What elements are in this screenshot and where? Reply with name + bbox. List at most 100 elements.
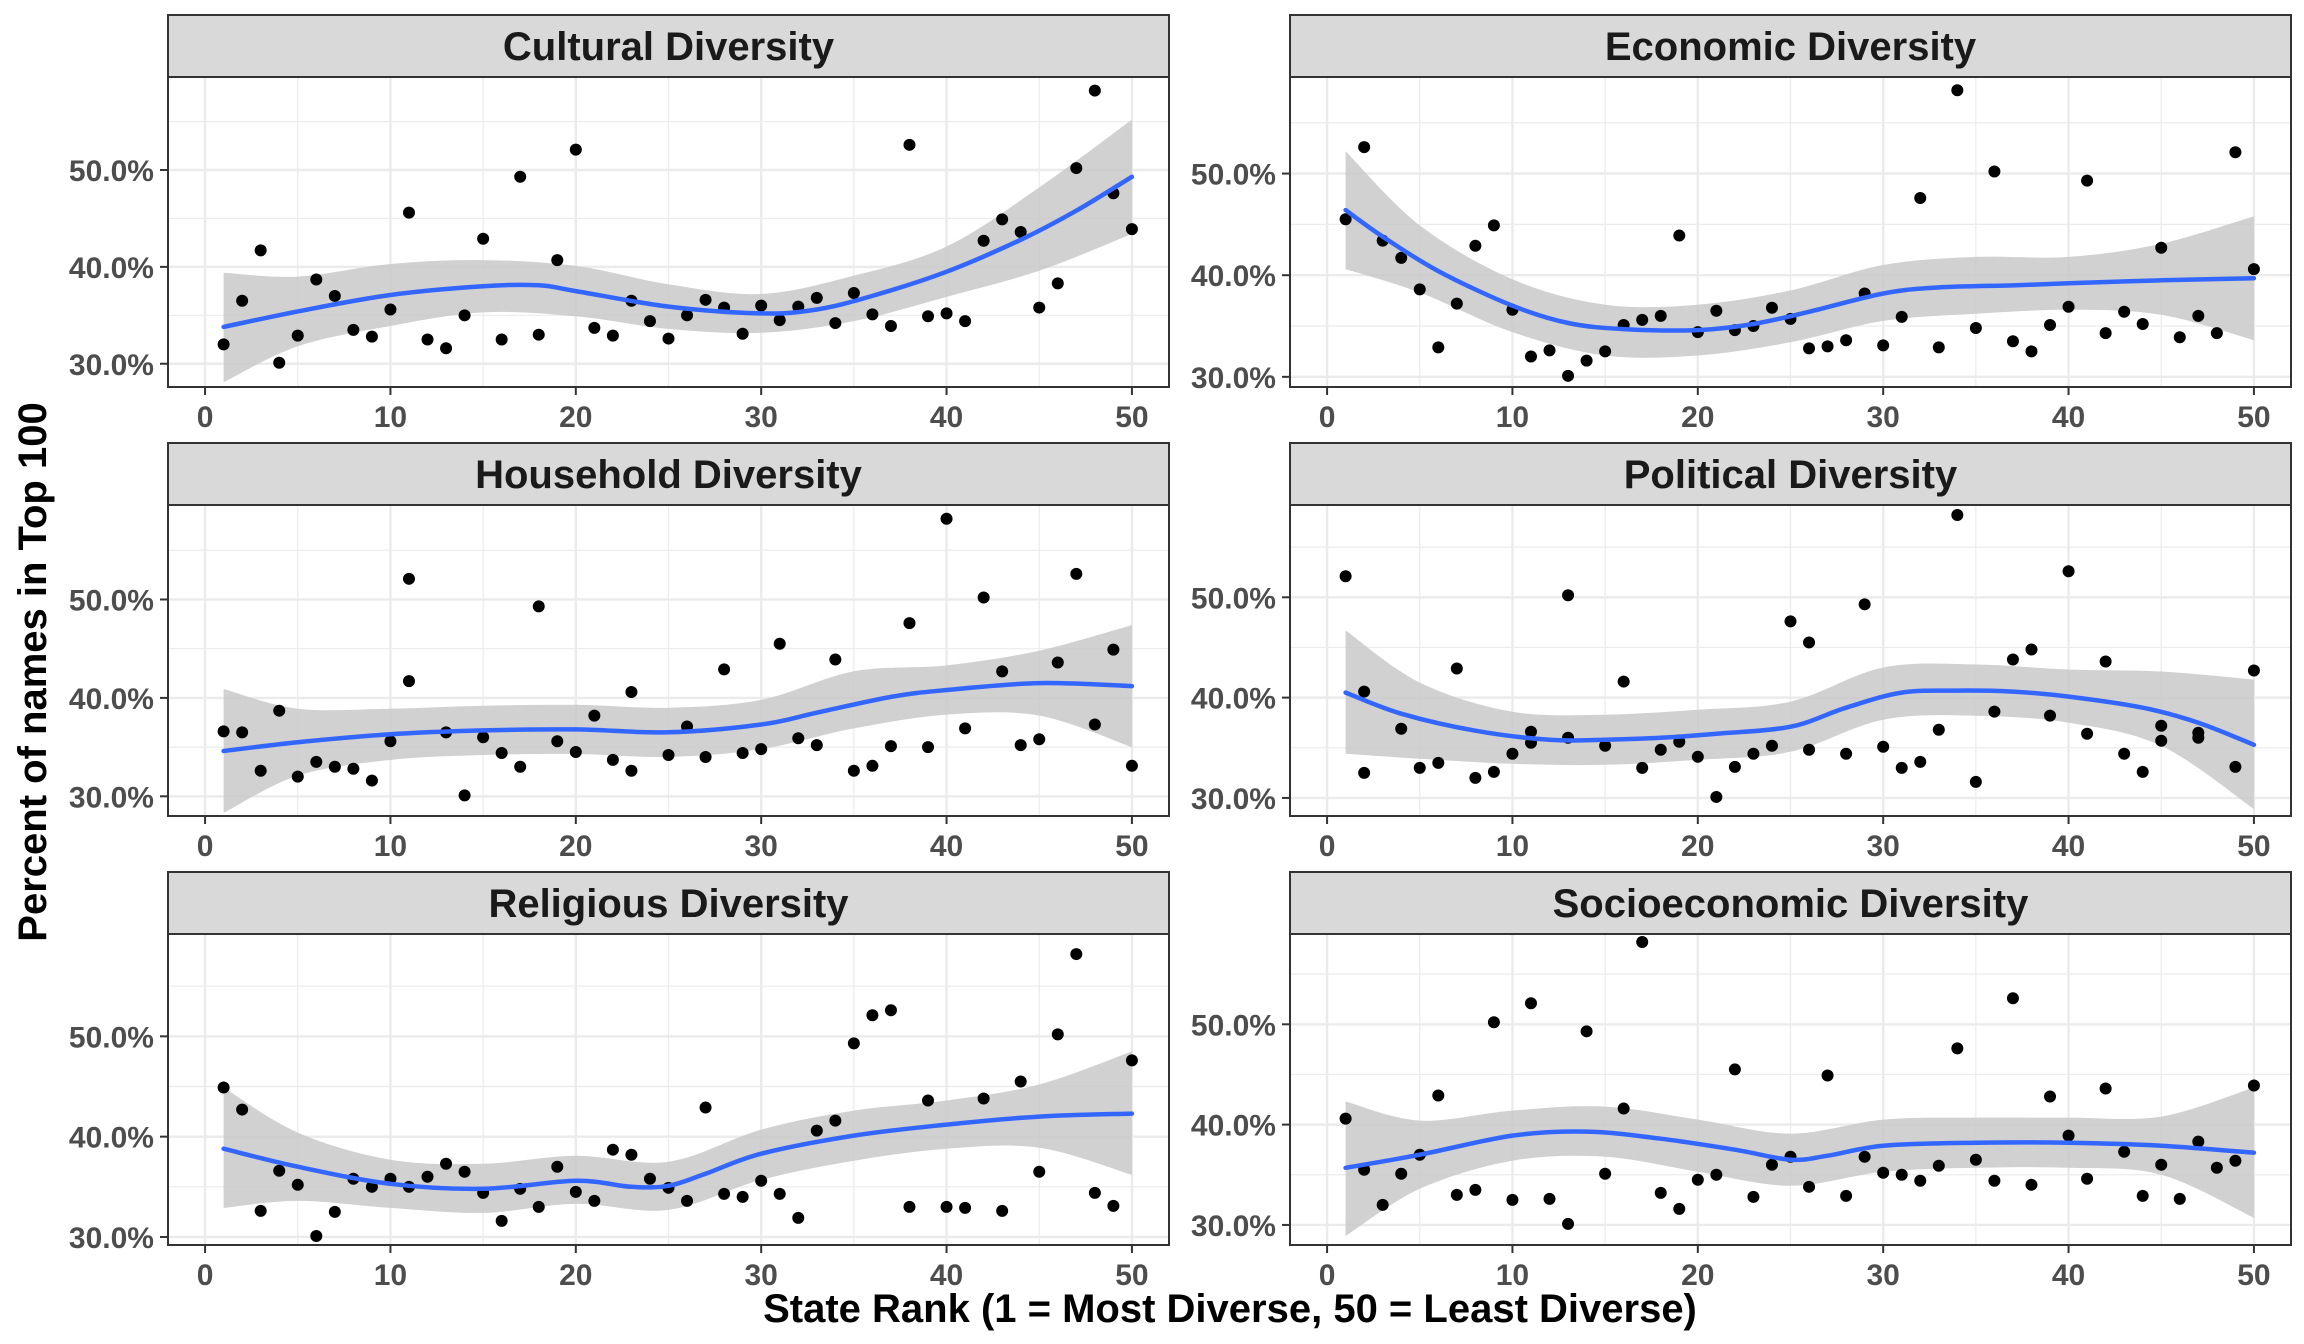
data-point <box>365 774 378 787</box>
data-point <box>1840 1189 1853 1202</box>
data-point <box>1413 283 1426 296</box>
data-point <box>1821 1069 1834 1082</box>
data-point <box>1432 341 1445 354</box>
data-point <box>1821 340 1834 353</box>
points-layer <box>217 512 1138 802</box>
data-point <box>569 143 582 156</box>
data-point <box>254 244 267 257</box>
facet-panel: Religious Diversity 30.0% 40.0% 50.0% 0 10 20 3… <box>69 871 1170 1292</box>
data-point <box>1033 1165 1046 1178</box>
data-point <box>1014 226 1027 238</box>
data-point <box>2044 319 2057 331</box>
data-point <box>1803 743 1816 756</box>
facet-title: Political Diversity <box>1624 453 1958 497</box>
x-tick-label: 40 <box>930 401 963 434</box>
data-point <box>1580 1025 1593 1038</box>
data-point <box>1765 739 1778 752</box>
data-point <box>2247 263 2260 276</box>
data-point <box>236 294 249 307</box>
data-point <box>1914 191 1927 204</box>
x-tick-label: 10 <box>374 830 407 863</box>
data-point <box>1014 1075 1027 1088</box>
data-point <box>773 314 786 327</box>
data-point <box>2081 1172 2094 1185</box>
data-point <box>402 675 415 688</box>
data-point <box>1951 1042 1964 1055</box>
data-point <box>1895 761 1908 774</box>
x-tick-label: 30 <box>1866 401 1899 434</box>
data-point <box>2173 331 2186 344</box>
data-point <box>514 760 527 773</box>
data-point <box>625 685 638 698</box>
data-point <box>421 333 434 346</box>
smooth-line <box>1343 688 2257 748</box>
data-point <box>829 317 842 330</box>
facet-title: Household Diversity <box>475 453 863 497</box>
data-point <box>2155 719 2168 732</box>
y-tick-label: 40.0% <box>69 252 154 285</box>
data-point <box>1125 1054 1138 1067</box>
data-point <box>1803 636 1816 649</box>
data-point <box>477 232 490 245</box>
y-tick-label: 50.0% <box>1191 582 1276 615</box>
data-point <box>1051 656 1064 669</box>
panel-border <box>1289 76 2292 388</box>
data-point <box>588 321 601 334</box>
x-tick-label: 50 <box>1115 830 1148 863</box>
data-point <box>2210 327 2223 340</box>
data-point <box>1358 685 1371 698</box>
data-point <box>291 1178 304 1191</box>
data-point <box>1395 1167 1408 1180</box>
data-point <box>2136 317 2149 330</box>
data-point <box>1951 84 1964 97</box>
data-point <box>1617 1102 1630 1115</box>
data-point <box>273 704 286 717</box>
y-tick-label: 30.0% <box>69 781 154 814</box>
data-point <box>2081 174 2094 187</box>
data-point <box>1784 615 1797 628</box>
data-point <box>755 1174 768 1187</box>
facet-strip <box>1289 14 2292 78</box>
data-point <box>1636 313 1649 326</box>
y-tick-label: 40.0% <box>1191 260 1276 293</box>
data-point <box>2099 655 2112 668</box>
data-point <box>1580 354 1593 367</box>
data-point <box>2062 300 2075 313</box>
data-point <box>217 1081 230 1094</box>
x-tick-label: 20 <box>1681 1259 1714 1292</box>
data-point <box>1803 342 1816 355</box>
data-point <box>1969 775 1982 788</box>
data-point <box>736 1190 749 1203</box>
data-point <box>310 273 323 286</box>
data-point <box>903 1200 916 1213</box>
data-point <box>940 512 953 525</box>
data-point <box>1840 747 1853 760</box>
data-point <box>402 572 415 585</box>
smooth-line <box>221 174 1135 330</box>
x-tick-label: 10 <box>1496 1259 1529 1292</box>
data-point <box>1969 1153 1982 1166</box>
data-point <box>1070 162 1083 175</box>
data-point <box>495 747 508 760</box>
confidence-band <box>1345 630 2254 809</box>
data-point <box>2247 1079 2260 1092</box>
data-point <box>1914 1174 1927 1187</box>
data-point <box>2044 1090 2057 1103</box>
data-point <box>940 1200 953 1213</box>
x-tick-label: 30 <box>1866 830 1899 863</box>
data-point <box>2025 345 2038 358</box>
data-point <box>1710 1168 1723 1181</box>
data-point <box>310 755 323 768</box>
data-point <box>606 329 619 342</box>
y-tick-label: 50.0% <box>1191 1009 1276 1042</box>
y-tick-label: 50.0% <box>69 1021 154 1054</box>
x-tick-label: 0 <box>1319 830 1336 863</box>
data-point <box>1358 766 1371 779</box>
data-point <box>903 617 916 630</box>
data-point <box>1051 1028 1064 1041</box>
y-tick-label: 40.0% <box>1191 1110 1276 1143</box>
y-tick-label: 40.0% <box>69 683 154 716</box>
data-point <box>996 213 1009 226</box>
data-point <box>2229 146 2242 159</box>
data-point <box>1636 761 1649 774</box>
